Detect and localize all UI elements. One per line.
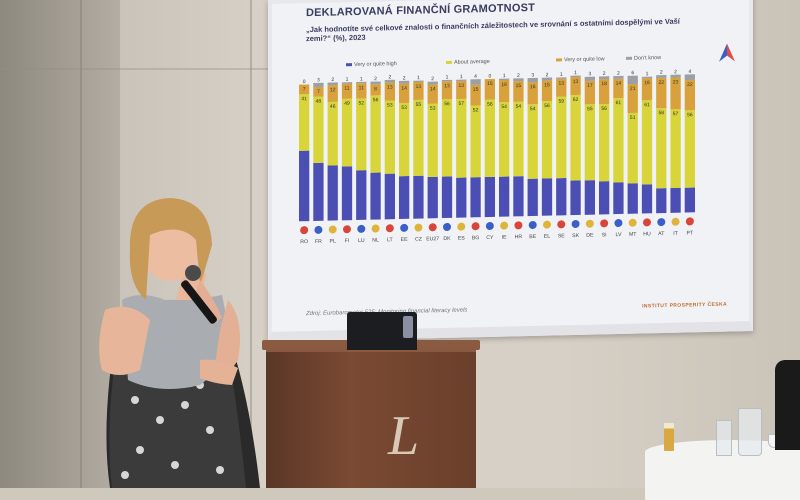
laptop-lid <box>347 312 417 350</box>
beer-glass <box>664 423 674 451</box>
water-glass <box>716 420 732 456</box>
seated-person <box>775 360 800 450</box>
laptop-sticker <box>403 316 413 338</box>
podium-logo-letter: L <box>388 404 419 468</box>
water-jug <box>738 408 762 456</box>
wooden-podium <box>266 346 476 488</box>
